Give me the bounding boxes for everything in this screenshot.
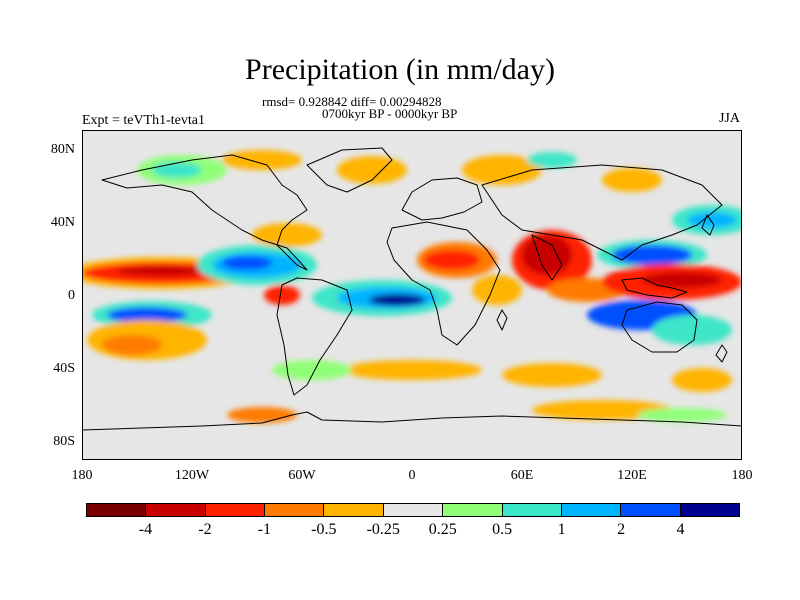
colorbar-swatch	[502, 504, 562, 516]
colorbar-swatch	[324, 504, 384, 516]
anomaly-region	[252, 223, 322, 247]
anomaly-region	[272, 360, 352, 380]
coastline-new-zealand	[715, 344, 728, 363]
anomaly-region	[687, 212, 737, 228]
anomaly-region	[602, 168, 662, 192]
colorbar-swatch	[146, 504, 206, 516]
lon-label-180w: 180	[71, 468, 93, 483]
coastline-antarctica	[82, 411, 742, 431]
coastlines	[82, 147, 742, 431]
lat-label-40s: 40S	[53, 361, 75, 376]
lat-label-40n: 40N	[50, 215, 75, 230]
stats-subtitle: rmsd= 0.928842 diff= 0.00294828	[262, 94, 442, 109]
experiment-label: Expt = teVTh1-tevta1	[82, 113, 205, 128]
colorbar-swatch	[265, 504, 325, 516]
lat-label-80n: 80N	[50, 142, 75, 157]
anomaly-region	[522, 235, 572, 275]
anomaly-region	[462, 155, 542, 185]
coastline-north-america	[101, 154, 308, 271]
colorbar-tick-label: 1	[557, 521, 566, 538]
lon-label-180e: 180	[731, 468, 753, 483]
lon-label-120w: 120W	[174, 468, 210, 483]
anomaly-region	[637, 408, 727, 422]
lon-label-120e: 120E	[617, 468, 647, 483]
colorbar-swatch	[87, 504, 147, 516]
coastline-australia	[621, 301, 698, 353]
anomaly-region	[222, 150, 302, 170]
anomaly-region	[642, 272, 722, 288]
coastline-indonesia	[621, 277, 688, 299]
colorbar-tick-label: -1	[257, 521, 272, 538]
coastline-japan	[701, 214, 715, 236]
map-border	[82, 130, 742, 460]
anomaly-region	[117, 266, 207, 276]
anomaly-region	[107, 307, 187, 323]
map-panel	[82, 130, 742, 460]
colorbar-tick-label: 0.25	[428, 521, 457, 538]
colorbar-swatch	[561, 504, 622, 516]
lon-label-60e: 60E	[510, 468, 534, 483]
colorbar-tick-label: -4	[138, 521, 153, 538]
period-subtitle: 0700kyr BP - 0000kyr BP	[322, 106, 458, 121]
coastline-greenland	[306, 147, 393, 193]
colorbar	[86, 503, 740, 517]
colorbar-swatch	[621, 504, 681, 516]
colorbar-tick-label: -2	[198, 521, 212, 538]
anomaly-region	[264, 285, 300, 305]
anomaly-fill	[82, 150, 742, 423]
figure-title: Precipitation (in mm/day)	[245, 53, 555, 86]
coastline-europe	[401, 177, 483, 221]
colorbar-tick-label: 4	[676, 521, 685, 538]
anomaly-region	[472, 275, 522, 305]
colorbar-tick-label: -0.25	[366, 521, 400, 538]
coastline-india	[531, 234, 563, 281]
anomaly-region	[527, 152, 577, 168]
anomaly-region	[502, 363, 602, 387]
anomaly-region	[342, 360, 482, 380]
anomaly-region	[102, 335, 162, 355]
colorbar-swatch	[205, 504, 266, 516]
coastline-south-america	[276, 277, 353, 396]
colorbar-swatch	[383, 504, 444, 516]
colorbar-swatch	[680, 504, 739, 516]
lon-label-60w: 60W	[288, 468, 316, 483]
anomaly-region	[369, 294, 425, 306]
coastline-madagascar	[496, 309, 508, 331]
anomaly-region	[652, 315, 732, 345]
anomaly-region	[222, 256, 272, 270]
anomaly-region	[152, 162, 202, 178]
lat-label-0: 0	[68, 288, 75, 303]
coastline-asia	[481, 164, 723, 261]
colorbar-swatch	[443, 504, 503, 516]
lon-label-0: 0	[408, 468, 416, 483]
season-label: JJA	[718, 111, 740, 126]
anomaly-region	[612, 245, 692, 265]
anomaly-region	[424, 250, 480, 270]
colorbar-tick-label: -0.5	[311, 521, 337, 538]
coastline-africa	[386, 221, 501, 346]
colorbar-tick-label: 2	[617, 521, 626, 538]
lat-label-80s: 80S	[53, 434, 75, 449]
colorbar-tick-label: 0.5	[492, 521, 513, 538]
precipitation-map	[82, 130, 742, 460]
anomaly-region	[672, 368, 732, 392]
anomaly-region	[227, 407, 297, 423]
